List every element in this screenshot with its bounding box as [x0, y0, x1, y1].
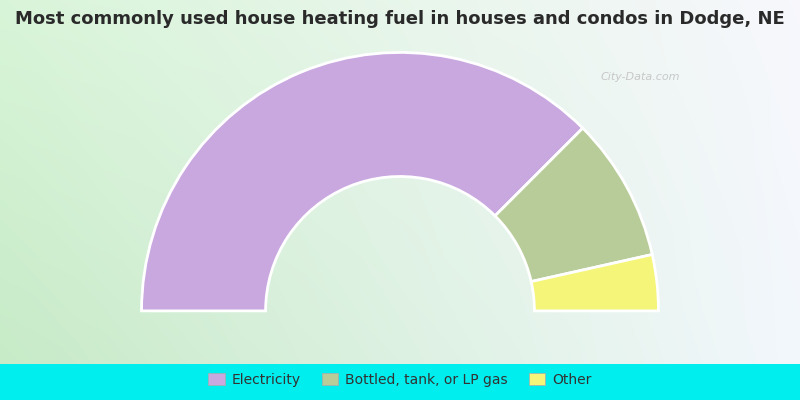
Text: Most commonly used house heating fuel in houses and condos in Dodge, NE: Most commonly used house heating fuel in… — [15, 10, 785, 28]
Wedge shape — [142, 52, 582, 311]
Legend: Electricity, Bottled, tank, or LP gas, Other: Electricity, Bottled, tank, or LP gas, O… — [208, 373, 592, 387]
Wedge shape — [531, 254, 658, 311]
Wedge shape — [495, 128, 652, 282]
Text: City-Data.com: City-Data.com — [600, 72, 680, 82]
